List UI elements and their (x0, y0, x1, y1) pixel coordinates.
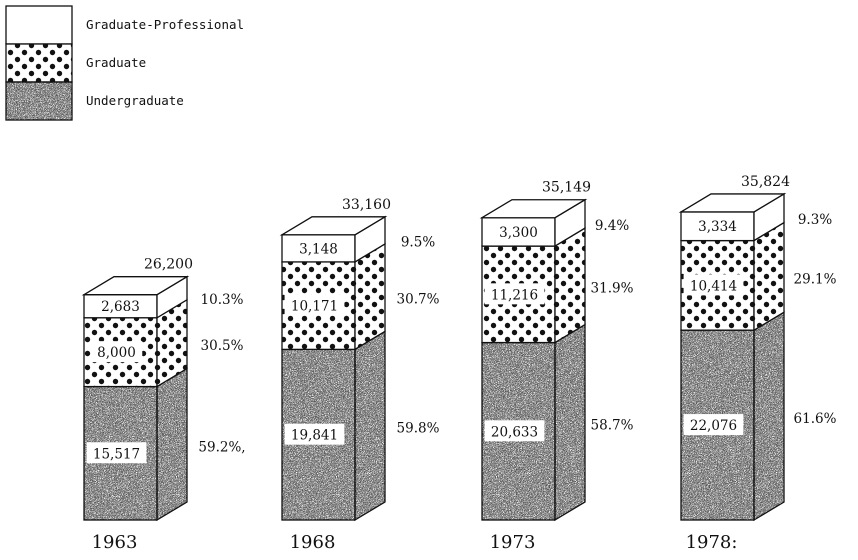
value-label-undergraduate-1978: 22,076 (690, 418, 737, 434)
value-label-graduate-professional-1973: 3,300 (499, 225, 538, 241)
legend-swatch-graduate-professional (5, 5, 73, 45)
bar-side-graduate-1978 (753, 221, 785, 332)
value-label-bg-undergraduate-1968 (284, 423, 345, 445)
value-label-undergraduate-1963: 15,517 (93, 446, 140, 462)
percent-label-undergraduate-1973: 58.7% (591, 417, 634, 433)
percent-label-undergraduate-1963: 59.2%, (198, 439, 245, 455)
bar-side-undergraduate-1978 (753, 310, 785, 522)
percent-label-graduate-1968: 30.7% (397, 292, 440, 308)
value-label-graduate-professional-1963: 2,683 (101, 299, 140, 315)
percent-label-graduate-1978: 29.1% (794, 271, 837, 287)
value-label-graduate-professional-1978: 3,334 (698, 219, 737, 235)
legend-swatch-undergraduate (5, 81, 73, 121)
bar-side-undergraduate-1968 (354, 330, 386, 522)
bar-side-graduate-1973 (554, 226, 586, 344)
year-label-1978: 1978: (686, 532, 738, 553)
legend-label-graduate: Graduate (86, 55, 146, 70)
value-label-undergraduate-1973: 20,633 (491, 424, 538, 440)
total-label-1978: 35,824 (741, 174, 790, 190)
value-label-bg-undergraduate-1973 (484, 420, 545, 442)
bar-1973 (479, 198, 588, 522)
bar-front-graduate-professional-1968 (281, 234, 356, 263)
year-label-1963: 1963 (92, 532, 138, 553)
labels-group: 15,517 59.2%, 8,000 30.5% 2,683 10.3% 26,200 19… (86, 174, 837, 553)
value-label-graduate-professional-1968: 3,148 (299, 241, 338, 257)
legend-label-undergraduate: Undergraduate (86, 93, 184, 108)
year-label-1973: 1973 (490, 532, 536, 553)
percent-label-undergraduate-1968: 59.8% (397, 421, 440, 437)
year-label-1968: 1968 (290, 532, 336, 553)
value-label-bg-graduate-1978 (683, 274, 744, 296)
percent-label-graduate-professional-1973: 9.4% (595, 218, 629, 234)
value-label-bg-graduate-1963 (90, 341, 143, 363)
value-label-graduate-1968: 10,171 (291, 299, 338, 315)
total-label-1968: 33,160 (342, 197, 391, 213)
bar-front-graduate-professional-1978 (680, 211, 755, 242)
percent-label-graduate-1963: 30.5% (201, 338, 244, 354)
bar-top-1968 (279, 216, 388, 236)
value-label-bg-graduate-1973 (484, 283, 545, 305)
value-label-graduate-1963: 8,000 (97, 345, 136, 361)
value-label-graduate-1973: 11,216 (491, 287, 538, 303)
percent-label-graduate-professional-1978: 9.3% (798, 212, 832, 228)
percent-label-undergraduate-1978: 61.6% (794, 411, 837, 427)
bar-side-undergraduate-1963 (156, 367, 188, 522)
bar-top-1963 (81, 276, 190, 296)
legend: Graduate-Professional Graduate Undergradua… (5, 5, 244, 121)
value-label-bg-undergraduate-1978 (683, 414, 744, 436)
percent-label-graduate-1973: 31.9% (591, 280, 634, 296)
bar-top-1978 (678, 193, 787, 213)
value-label-bg-undergraduate-1963 (86, 442, 147, 464)
value-label-bg-graduate-1968 (284, 294, 345, 316)
bar-1968 (279, 215, 388, 522)
bar-top-1973 (479, 199, 588, 219)
bar-side-undergraduate-1973 (554, 323, 586, 522)
total-label-1973: 35,149 (542, 180, 591, 196)
value-label-graduate-1978: 10,414 (690, 278, 737, 294)
percent-label-graduate-professional-1963: 10.3% (201, 292, 244, 308)
value-label-undergraduate-1968: 19,841 (291, 428, 338, 444)
bar-1978 (678, 192, 787, 522)
bar-1963 (81, 275, 190, 522)
percent-label-graduate-professional-1968: 9.5% (401, 234, 435, 250)
bar-front-graduate-professional-1973 (481, 217, 556, 247)
legend-swatch-graduate (5, 43, 73, 83)
legend-label-graduate-professional: Graduate-Professional (86, 17, 244, 32)
total-label-1963: 26,200 (144, 257, 193, 273)
